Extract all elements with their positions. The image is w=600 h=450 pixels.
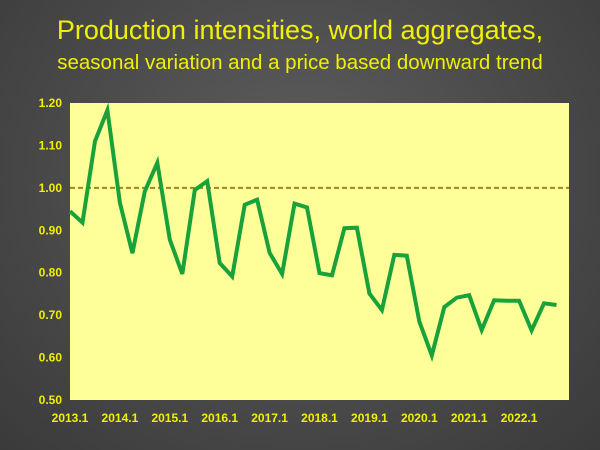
y-tick-label: 1.20 [39,96,63,110]
y-axis: 0.50 0.60 0.70 0.80 0.90 1.00 1.10 1.20 [39,96,63,407]
x-tick-label: 2017.1 [251,411,288,425]
x-tick-label: 2021.1 [451,411,488,425]
y-tick-label: 0.50 [39,393,63,407]
x-tick-label: 2016.1 [201,411,238,425]
data-points [69,110,557,356]
plot-area [70,103,569,400]
y-tick-label: 1.10 [39,138,63,152]
chart-title: Production intensities, world aggregates… [56,15,544,45]
x-axis: 2013.1 2014.1 2015.1 2016.1 2017.1 2018.1 2019… [52,411,538,425]
x-tick-label: 2018.1 [301,411,338,425]
x-tick-label: 2014.1 [102,411,139,425]
y-tick-label: 0.80 [39,266,63,280]
x-tick-label: 2015.1 [151,411,188,425]
y-tick-label: 1.00 [39,181,63,195]
series-line [68,102,557,363]
y-tick-label: 0.70 [39,308,63,322]
x-tick-label: 2020.1 [401,411,438,425]
y-tick-label: 0.90 [39,223,63,237]
x-tick-label: 2019.1 [351,411,388,425]
y-tick-label: 0.60 [39,351,63,365]
x-tick-label: 2013.1 [52,411,89,425]
x-tick-label: 2022.1 [501,411,538,425]
chart-subtitle: seasonal variation and a price based dow… [57,51,543,74]
